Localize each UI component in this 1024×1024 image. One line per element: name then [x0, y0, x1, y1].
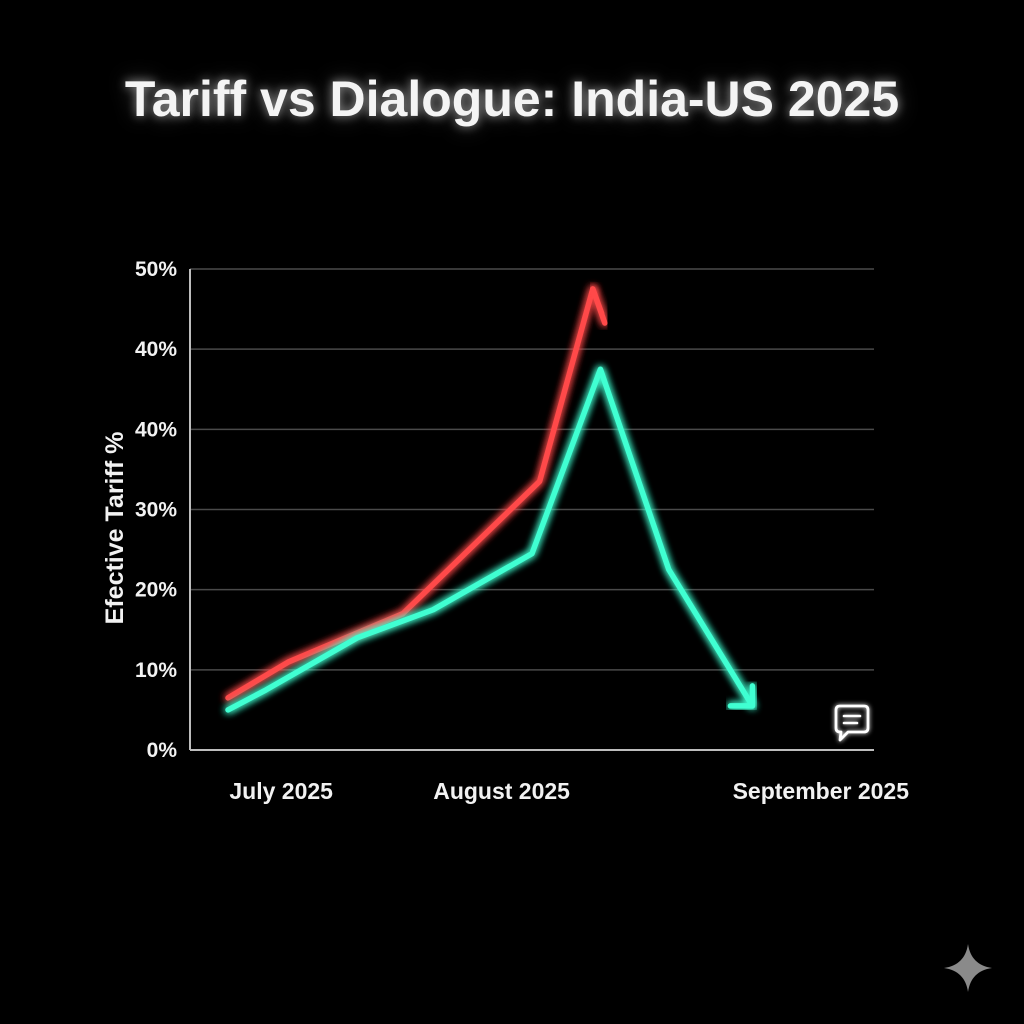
y-tick-label: 40% [135, 418, 177, 441]
x-tick-label: August 2025 [433, 778, 570, 804]
x-axis-ticks: July 2025 August 2025 September 2025 [229, 778, 909, 804]
series-line [225, 366, 756, 713]
series-arrowhead [727, 683, 756, 709]
y-tick-label: 40% [135, 338, 177, 361]
chart-title: Tariff vs Dialogue: India-US 2025 [124, 71, 900, 127]
grid-lines [190, 268, 874, 671]
x-tick-label: July 2025 [229, 778, 333, 804]
y-tick-label: 30% [135, 499, 177, 522]
series-arrowhead [590, 286, 608, 326]
sparkle-icon [944, 944, 992, 992]
series-line [225, 286, 596, 701]
speech-bubble-icon [834, 704, 870, 742]
y-tick-label: 50% [135, 258, 177, 281]
y-tick-label: 20% [135, 579, 177, 602]
y-tick-label: 10% [135, 659, 177, 682]
y-axis-ticks: 0% 10% 20% 30% 40% 40% 50% [135, 258, 177, 762]
x-tick-label: September 2025 [733, 778, 910, 804]
y-tick-label: 0% [147, 739, 178, 762]
y-axis-label: Efective Tariff % [101, 432, 129, 625]
axes [189, 269, 874, 751]
series-lines [225, 286, 756, 713]
